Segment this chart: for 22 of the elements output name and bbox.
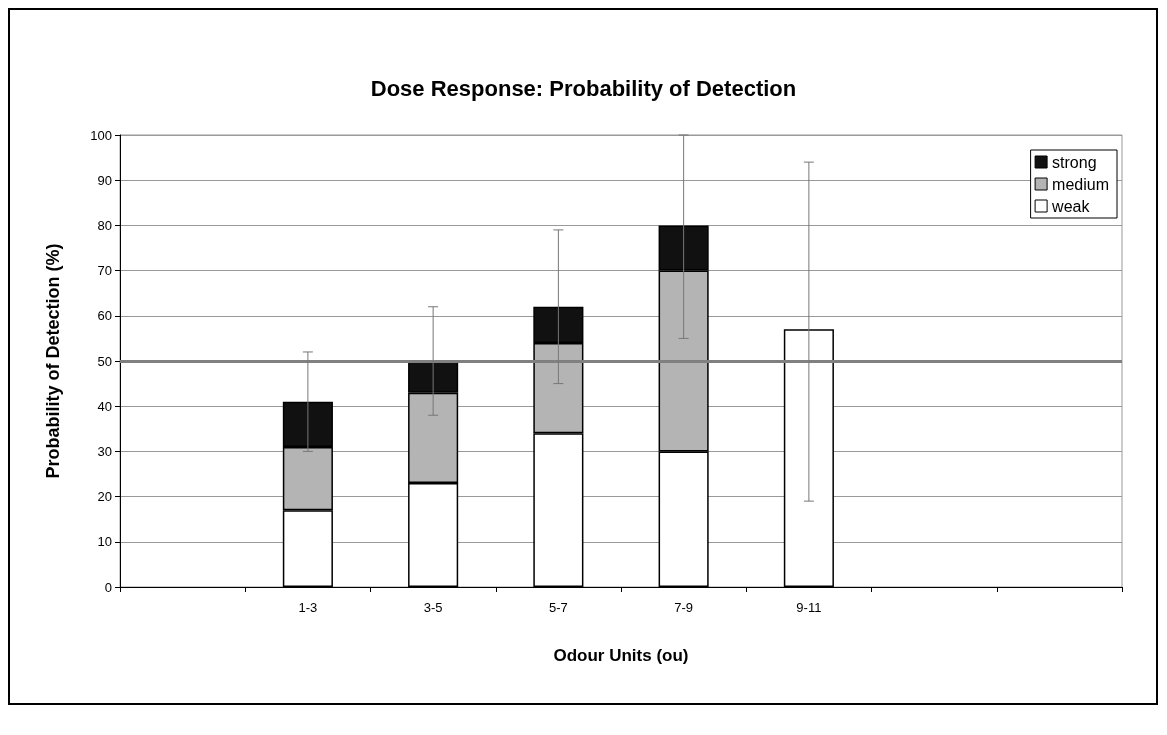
y-tick-label: 0 <box>104 579 112 595</box>
y-tick-label: 20 <box>97 489 112 505</box>
y-tick-label: 30 <box>97 443 112 459</box>
x-tick-label: 5-7 <box>548 600 568 615</box>
y-axis-title: Probability of Detection (%) <box>43 243 63 479</box>
legend-label: medium <box>1052 175 1109 193</box>
x-tick-label: 1-3 <box>298 600 318 615</box>
x-tick-label: 3-5 <box>423 600 443 615</box>
x-tick-label: 7-9 <box>674 600 694 615</box>
legend-label: strong <box>1052 153 1097 171</box>
legend-label: weak <box>1051 197 1091 215</box>
x-axis-title: Odour Units (ou) <box>553 646 689 665</box>
y-tick-label: 70 <box>97 263 112 279</box>
y-tick-label: 100 <box>90 127 112 143</box>
x-tick-label: 9-11 <box>796 600 822 615</box>
y-tick-label: 50 <box>97 353 112 369</box>
chart-title: Dose Response: Probability of Detection <box>370 75 797 101</box>
y-tick-label: 60 <box>97 308 112 324</box>
y-tick-label: 80 <box>97 217 112 233</box>
y-tick-label: 40 <box>97 398 112 414</box>
y-tick-label: 10 <box>97 534 112 550</box>
y-tick-label: 90 <box>97 172 112 188</box>
